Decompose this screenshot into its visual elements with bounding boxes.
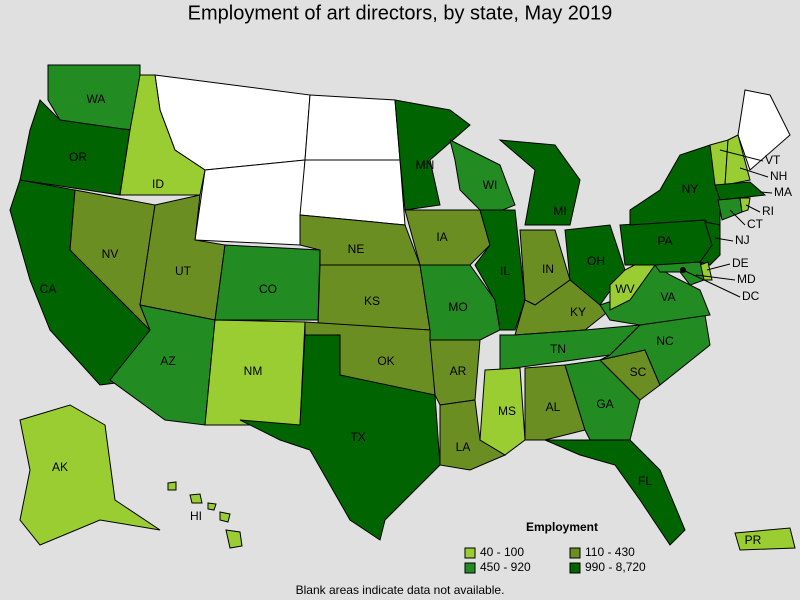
legend-swatch [464, 562, 476, 574]
leader-line [745, 204, 761, 213]
state-label: MO [448, 300, 467, 314]
state-label: MS [498, 404, 516, 418]
state-label: WA [87, 92, 106, 106]
state-shape [544, 439, 686, 546]
legend-label: 990 - 8,720 [585, 560, 646, 574]
state-label: NY [682, 182, 699, 196]
state-label: TN [550, 342, 566, 356]
state-label: VA [660, 290, 675, 304]
state-shape [419, 264, 501, 341]
map-title: Employment of art directors, by state, M… [188, 2, 613, 24]
state-no-data [737, 89, 791, 171]
state-shape [654, 261, 705, 286]
state-no-data [304, 94, 401, 161]
state-label: KY [570, 305, 586, 319]
state-label: MI [553, 204, 566, 218]
state-label: UT [175, 264, 192, 278]
leader-line [695, 274, 736, 281]
state-label: PA [657, 234, 672, 248]
state-label: NE [348, 242, 365, 256]
state-label: IN [542, 262, 554, 276]
leader-line [719, 149, 764, 162]
state-shape [479, 367, 526, 456]
state-label: IL [500, 264, 510, 278]
leader-line [714, 237, 734, 242]
state-shape [739, 197, 751, 213]
state-shape [699, 221, 721, 266]
state-shape [524, 364, 586, 441]
leader-line [759, 191, 773, 194]
state-label: PR [745, 533, 762, 547]
state-label: OR [69, 150, 87, 164]
state-label: GA [596, 397, 613, 411]
state-label: DC [742, 289, 760, 303]
state-no-data [194, 159, 306, 246]
state-label: DE [732, 256, 749, 270]
state-shape [119, 74, 206, 196]
state-shape [394, 99, 471, 211]
state-label: OH [587, 254, 605, 268]
state-label: KS [364, 294, 380, 308]
state-shape [19, 404, 161, 546]
state-no-data [299, 159, 406, 226]
state-shape [207, 502, 217, 511]
leader-line [739, 167, 769, 178]
state-label: IA [436, 230, 447, 244]
state-label: NH [770, 169, 787, 183]
state-label: NC [656, 334, 674, 348]
state-shape [239, 334, 441, 541]
legend-title: Employment [526, 520, 598, 534]
state-label: CT [747, 217, 764, 231]
state-label: NM [244, 364, 263, 378]
state-label: VT [765, 153, 781, 167]
legend-label: 40 - 100 [480, 545, 524, 559]
state-label: AK [52, 460, 68, 474]
state-shape [404, 209, 491, 266]
state-shape [167, 481, 177, 491]
state-label: OK [377, 354, 394, 368]
state-shape [734, 527, 796, 551]
state-label: WV [615, 282, 634, 296]
leader-line [682, 269, 741, 298]
state-shape [189, 493, 203, 504]
legend-swatch [569, 547, 581, 559]
state-label: FL [638, 474, 652, 488]
state-label: NV [102, 247, 119, 261]
state-shape [498, 139, 581, 226]
legend-label: 110 - 430 [585, 545, 635, 559]
state-label: SC [630, 365, 647, 379]
state-shape [714, 181, 767, 201]
legend-label: 450 - 920 [480, 560, 531, 574]
state-label: ID [152, 177, 164, 191]
states [9, 64, 796, 551]
state-label: MA [774, 185, 792, 199]
state-label: AZ [160, 354, 175, 368]
state-label: RI [762, 204, 774, 218]
state-label: LA [456, 440, 471, 454]
state-labels: WA OR CA NV ID UT AZ CO NM NE KS OK TX MN IA MO AR LA WI IL… [40, 92, 792, 547]
state-label: MN [416, 158, 435, 172]
state-shape [474, 209, 526, 331]
state-label: CA [40, 282, 57, 296]
state-label: MD [737, 272, 756, 286]
legend-swatch [464, 547, 476, 559]
state-shape [724, 134, 751, 186]
state-label: AR [450, 364, 467, 378]
legend: 40 - 100 110 - 430 450 - 920 990 - 8,720 [464, 545, 646, 574]
state-label: HI [190, 509, 202, 523]
leader-line [729, 209, 746, 226]
state-shape [219, 511, 231, 523]
state-dot [680, 267, 686, 273]
legend-swatch [569, 562, 581, 574]
state-label: WI [483, 178, 498, 192]
state-label: CO [259, 282, 277, 296]
state-shape [225, 529, 243, 549]
leader-line [706, 263, 731, 271]
state-label: NJ [735, 233, 750, 247]
state-label: TX [350, 430, 365, 444]
state-label: AL [546, 400, 561, 414]
footnote: Blank areas indicate data not available. [296, 583, 505, 597]
